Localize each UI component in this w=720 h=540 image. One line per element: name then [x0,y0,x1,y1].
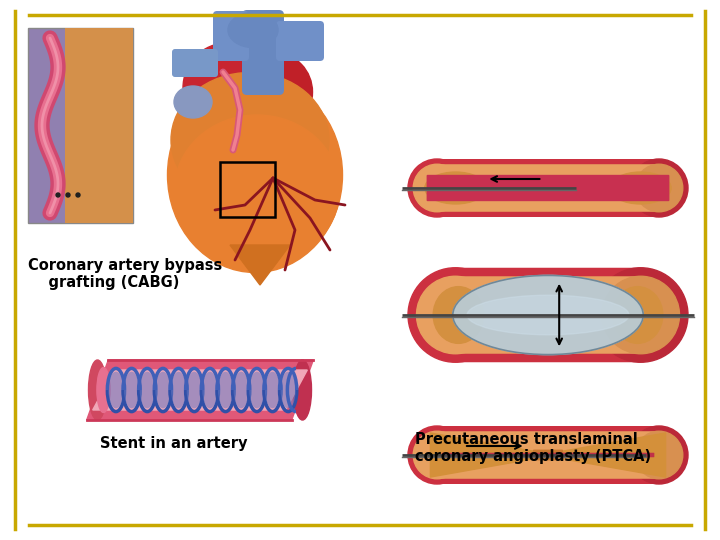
Ellipse shape [425,172,487,204]
Polygon shape [93,370,307,410]
Ellipse shape [183,43,271,133]
Ellipse shape [630,426,688,484]
FancyBboxPatch shape [28,28,133,223]
Ellipse shape [294,360,312,420]
Ellipse shape [186,372,202,408]
Ellipse shape [156,372,171,408]
FancyBboxPatch shape [276,21,324,61]
Ellipse shape [467,295,629,335]
Ellipse shape [168,78,343,273]
Ellipse shape [109,372,124,408]
Ellipse shape [238,53,312,131]
Ellipse shape [453,275,643,355]
Ellipse shape [613,287,663,343]
Ellipse shape [635,431,683,479]
Ellipse shape [218,372,233,408]
FancyBboxPatch shape [437,159,659,217]
FancyBboxPatch shape [437,431,659,479]
FancyBboxPatch shape [242,10,284,95]
Ellipse shape [140,372,155,408]
Ellipse shape [416,276,494,354]
Ellipse shape [66,193,70,197]
Ellipse shape [413,164,461,212]
Ellipse shape [265,372,280,408]
Ellipse shape [76,193,80,197]
Ellipse shape [174,115,340,265]
Ellipse shape [635,164,683,212]
Polygon shape [431,433,536,477]
Ellipse shape [433,287,484,343]
Ellipse shape [413,431,461,479]
FancyBboxPatch shape [437,426,659,484]
FancyBboxPatch shape [455,276,641,354]
FancyBboxPatch shape [213,11,249,61]
Ellipse shape [228,12,278,48]
Ellipse shape [202,372,217,408]
FancyBboxPatch shape [172,49,218,77]
Ellipse shape [610,172,671,204]
FancyBboxPatch shape [533,450,563,461]
FancyBboxPatch shape [426,175,670,201]
Ellipse shape [171,72,329,207]
Polygon shape [559,433,665,477]
Text: Precutaneous translaminal
coronary angioplasty (PTCA): Precutaneous translaminal coronary angio… [415,432,651,464]
FancyBboxPatch shape [455,268,641,362]
Ellipse shape [249,372,264,408]
Ellipse shape [56,193,60,197]
Polygon shape [86,360,313,420]
Ellipse shape [630,159,688,217]
Ellipse shape [593,268,688,362]
Ellipse shape [408,268,503,362]
Ellipse shape [89,360,107,420]
Text: Coronary artery bypass
    grafting (CABG): Coronary artery bypass grafting (CABG) [28,258,222,291]
FancyBboxPatch shape [65,28,133,223]
Ellipse shape [602,276,680,354]
FancyBboxPatch shape [437,164,659,212]
Ellipse shape [281,372,296,408]
Ellipse shape [233,372,249,408]
Polygon shape [230,245,290,285]
Ellipse shape [408,426,466,484]
Ellipse shape [124,372,139,408]
Ellipse shape [174,86,212,118]
FancyBboxPatch shape [441,453,654,457]
Ellipse shape [171,372,186,408]
Ellipse shape [97,368,110,413]
Text: Stent in an artery: Stent in an artery [100,436,248,451]
Ellipse shape [408,159,466,217]
